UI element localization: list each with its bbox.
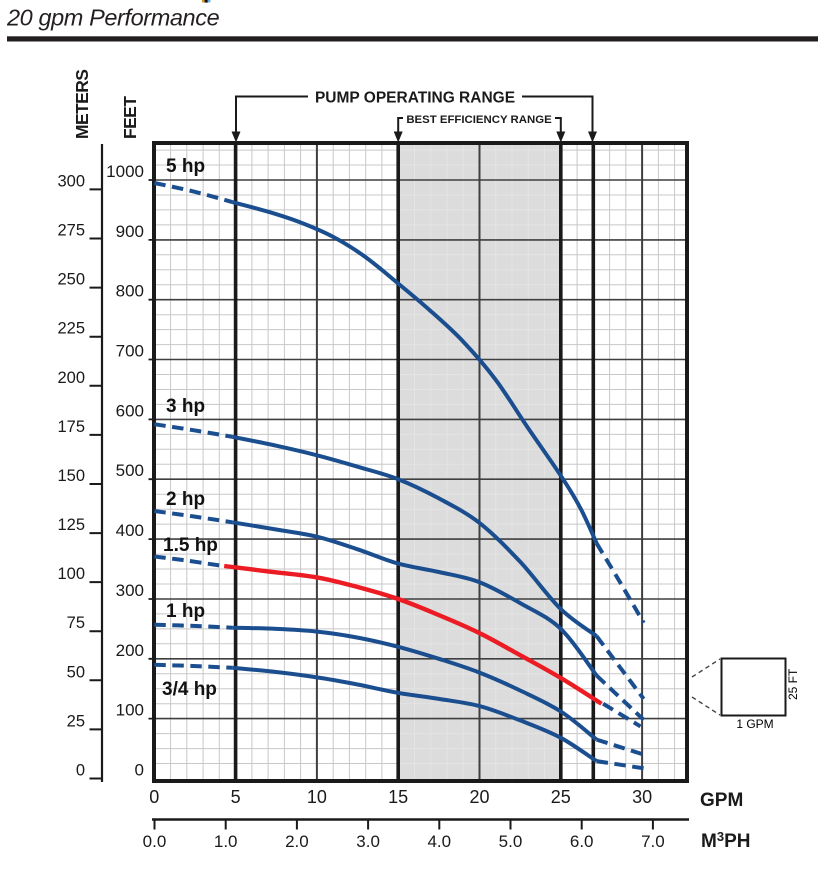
svg-text:3/4 hp: 3/4 hp	[162, 679, 217, 700]
svg-text:175: 175	[57, 418, 85, 436]
svg-text:2 hp: 2 hp	[166, 489, 205, 510]
svg-text:700: 700	[116, 342, 144, 361]
svg-text:275: 275	[57, 222, 85, 240]
svg-text:600: 600	[116, 401, 144, 420]
svg-text:20: 20	[469, 787, 489, 807]
svg-text:0: 0	[149, 787, 159, 807]
svg-text:0: 0	[76, 762, 85, 780]
svg-text:900: 900	[116, 222, 144, 241]
svg-text:150: 150	[57, 467, 85, 485]
svg-text:50: 50	[67, 663, 85, 681]
svg-text:500: 500	[116, 461, 144, 480]
svg-text:400: 400	[116, 521, 144, 540]
svg-text:BEST EFFICIENCY RANGE: BEST EFFICIENCY RANGE	[406, 114, 552, 126]
svg-text:25: 25	[551, 787, 571, 807]
svg-text:M3PH: M3PH	[701, 829, 750, 852]
svg-text:25: 25	[67, 712, 85, 730]
svg-text:1.0: 1.0	[214, 832, 238, 851]
svg-text:3 hp: 3 hp	[166, 396, 205, 417]
svg-text:5 hp: 5 hp	[166, 156, 205, 177]
svg-text:225: 225	[57, 320, 85, 338]
svg-text:1 GPM: 1 GPM	[736, 717, 773, 731]
svg-text:200: 200	[57, 369, 85, 387]
svg-text:100: 100	[57, 565, 85, 583]
svg-text:5: 5	[231, 787, 241, 807]
svg-text:200: 200	[116, 641, 144, 660]
svg-text:7.0: 7.0	[641, 832, 665, 851]
svg-text:METERS: METERS	[72, 70, 92, 139]
svg-text:30: 30	[632, 787, 652, 807]
svg-text:0: 0	[135, 761, 144, 780]
svg-text:0.0: 0.0	[143, 832, 167, 851]
svg-text:100: 100	[116, 701, 144, 720]
svg-text:1 hp: 1 hp	[166, 601, 205, 622]
svg-text:25 FT: 25 FT	[786, 668, 800, 700]
svg-text:15: 15	[388, 787, 408, 807]
svg-text:250: 250	[57, 271, 85, 289]
svg-text:3.0: 3.0	[356, 832, 380, 851]
svg-text:1000: 1000	[106, 162, 144, 181]
svg-text:GPM: GPM	[700, 790, 743, 811]
svg-text:1.5 hp: 1.5 hp	[163, 535, 218, 556]
svg-text:5.0: 5.0	[499, 832, 523, 851]
svg-text:20 gpm Performance: 20 gpm Performance	[6, 5, 220, 31]
svg-text:125: 125	[57, 516, 85, 534]
svg-text:10: 10	[307, 787, 327, 807]
svg-text:PUMP OPERATING RANGE: PUMP OPERATING RANGE	[315, 90, 515, 107]
svg-text:75: 75	[67, 614, 85, 632]
svg-text:6.0: 6.0	[570, 832, 594, 851]
svg-text:300: 300	[116, 581, 144, 600]
svg-text:2.0: 2.0	[285, 832, 309, 851]
svg-text:4.0: 4.0	[427, 832, 451, 851]
svg-text:FEET: FEET	[120, 96, 140, 139]
svg-text:300: 300	[57, 172, 85, 190]
svg-text:800: 800	[116, 282, 144, 301]
